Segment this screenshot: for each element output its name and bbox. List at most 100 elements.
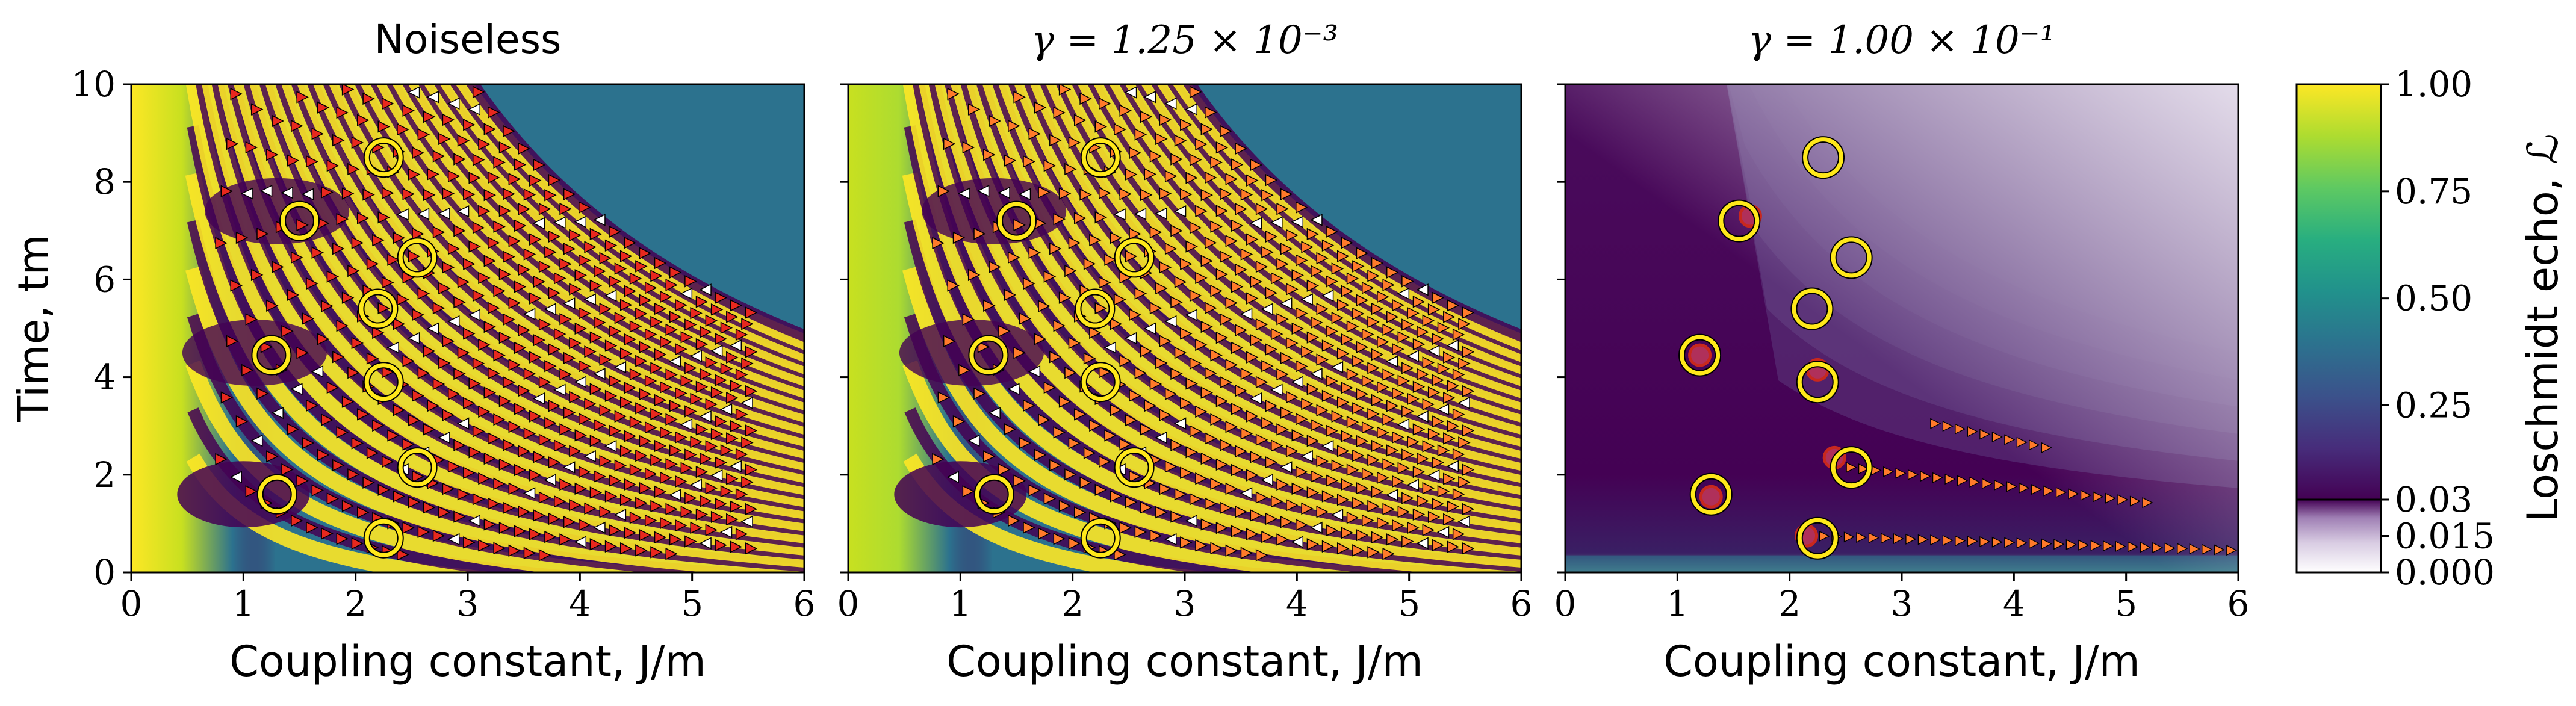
minimum-marker (705, 398, 718, 411)
minimum-marker (1331, 262, 1344, 275)
minimum-marker (423, 423, 436, 436)
minimum-marker (1164, 243, 1178, 255)
minimum-marker (574, 215, 587, 228)
minimum-marker (493, 477, 506, 491)
minimum-marker (498, 521, 512, 534)
minimum-marker (947, 279, 960, 292)
minimum-marker (1286, 283, 1299, 296)
minimum-marker (680, 374, 694, 388)
minimum-marker (1200, 123, 1214, 135)
minimum-marker (695, 296, 709, 308)
minimum-marker (1231, 341, 1244, 355)
minimum-marker (493, 156, 506, 169)
minimum-marker (952, 415, 966, 428)
minimum-marker (613, 509, 627, 521)
minimum-marker (569, 499, 582, 512)
minimum-marker (1944, 474, 1956, 485)
minimum-marker (483, 320, 497, 333)
minimum-marker (483, 386, 497, 399)
minimum-marker (336, 319, 349, 332)
minimum-marker (548, 230, 561, 243)
minimum-marker (1994, 479, 2005, 491)
minimum-marker (1371, 302, 1384, 315)
minimum-marker (1143, 90, 1156, 104)
y-tick-label: 8 (93, 161, 116, 202)
minimum-marker (397, 123, 409, 136)
minimum-marker (599, 404, 612, 417)
minimum-marker (1386, 311, 1399, 323)
x-tick-label: 3 (1891, 583, 1913, 624)
minimum-marker (1134, 128, 1147, 141)
minimum-marker (614, 410, 627, 423)
minimum-marker (1134, 287, 1147, 300)
minimum-marker (1019, 436, 1032, 450)
x-tick-label: 0 (837, 583, 860, 624)
minimum-marker (967, 268, 981, 282)
minimum-marker (654, 394, 667, 407)
minimum-marker (256, 228, 269, 240)
minimum-marker (741, 475, 754, 489)
fringe-crest (1014, 84, 1521, 471)
minimum-marker (533, 451, 545, 463)
minimum-marker (457, 346, 470, 359)
minimum-marker (1397, 462, 1411, 475)
minimum-marker (2105, 492, 2117, 504)
minimum-marker (463, 327, 476, 340)
minimum-marker (523, 248, 536, 261)
minimum-marker (1346, 368, 1359, 381)
minimum-marker (675, 299, 687, 312)
minimum-marker (336, 533, 349, 545)
minimum-marker (624, 333, 636, 346)
minimum-marker (478, 539, 491, 552)
minimum-marker (432, 377, 445, 391)
x-tick-label: 6 (2227, 583, 2250, 624)
minimum-marker (1401, 405, 1414, 418)
minimum-marker (402, 521, 415, 534)
crossing-circle (398, 448, 436, 487)
minimum-marker (1356, 247, 1369, 259)
minimum-marker (366, 258, 379, 270)
minimum-marker (1341, 430, 1353, 442)
minimum-marker (1134, 367, 1147, 379)
minimum-marker (1225, 544, 1238, 557)
minimum-marker (1079, 476, 1092, 489)
minimum-marker (1346, 463, 1359, 476)
minimum-marker (594, 419, 606, 432)
minimum-marker (635, 307, 648, 320)
minimum-marker (604, 439, 617, 453)
minimum-marker (1079, 188, 1092, 201)
minimum-marker (2053, 539, 2065, 550)
minimum-marker (609, 275, 621, 288)
minimum-marker (1225, 420, 1238, 433)
minimum-marker (1028, 246, 1041, 259)
minimum-marker (624, 430, 636, 442)
minimum-marker (574, 482, 587, 495)
minimum-marker (382, 455, 394, 468)
minimum-marker (1246, 351, 1259, 364)
minimum-marker (377, 211, 390, 224)
minimum-marker (529, 410, 542, 423)
minimum-marker (1185, 515, 1197, 527)
minimum-marker (1452, 488, 1465, 501)
fringe-crest (1029, 84, 1521, 459)
minimum-marker (1397, 418, 1410, 431)
minimum-marker (1155, 506, 1168, 519)
minimum-marker (2189, 543, 2200, 555)
minimum-marker (538, 318, 551, 331)
minimum-marker (1255, 491, 1268, 504)
minimum-marker (1392, 519, 1404, 532)
minimum-marker (669, 444, 682, 457)
minimum-marker (1310, 367, 1323, 380)
minimum-marker (2016, 537, 2028, 549)
fringe-crest (1156, 84, 1521, 362)
minimum-marker (456, 417, 470, 430)
minimum-marker (447, 170, 461, 182)
minimum-marker (973, 387, 986, 400)
minimum-marker (1261, 474, 1273, 486)
minimum-marker (438, 356, 451, 370)
minimum-marker (1013, 91, 1026, 104)
minimum-marker (1422, 440, 1435, 453)
minimum-marker (1205, 106, 1217, 119)
minimum-marker (1386, 266, 1399, 279)
minimum-marker (579, 360, 591, 373)
